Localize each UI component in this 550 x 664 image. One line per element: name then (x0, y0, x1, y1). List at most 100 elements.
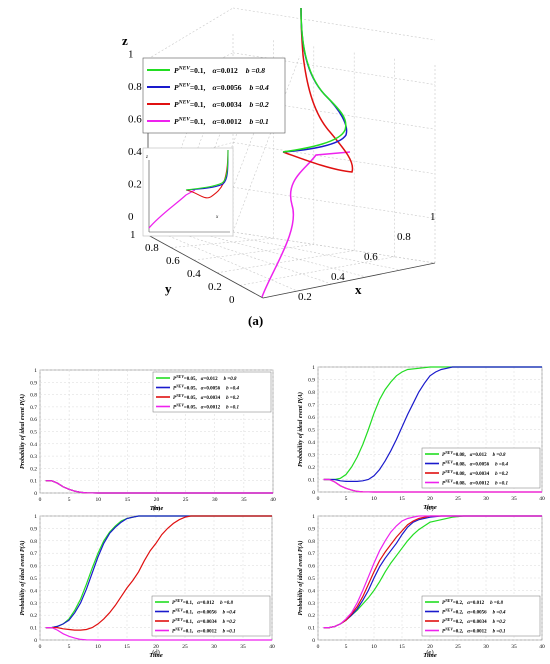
y-tick-label: 0 (34, 638, 37, 644)
legend-p-value: =0.08, (453, 463, 467, 468)
y-tick-label: 0.6 (166, 255, 180, 267)
y-tick-label: 0 (312, 638, 315, 644)
x-tick-label: 30 (483, 496, 489, 502)
legend-alpha-symbol: α (467, 601, 470, 606)
y-tick-label: 0.2 (30, 613, 37, 619)
trajectory-line (282, 7, 347, 153)
legend-b-value: b =0.1 (223, 630, 236, 635)
x-tick-label: 35 (511, 644, 517, 650)
trajectory-line (261, 151, 351, 298)
y-tick-label: 1 (34, 514, 37, 520)
legend-label: PNEV=0.08, α=0.0056 b =0.4 (442, 460, 508, 467)
inset-frame (142, 147, 234, 237)
y-tick-label: 0.9 (30, 526, 37, 532)
inset-trajectory (185, 149, 229, 191)
legend-label: PNEV=0.08, α=0.012 b =0.8 (442, 451, 506, 458)
x-tick-label: 0.6 (364, 251, 378, 263)
legend-alpha-value: =0.0012 (200, 630, 217, 635)
legend-p-superscript: NEV (444, 599, 453, 603)
legend-p-superscript: NEV (174, 627, 183, 631)
y-tick-label: 0.3 (308, 601, 315, 607)
legend-b-value: b =0.4 (493, 611, 506, 616)
legend-box (421, 447, 541, 489)
legend-label: PNEV=0.1, α=0.0056 b =0.4 (172, 608, 236, 615)
y-tick-label: 0 (34, 491, 37, 497)
series-line (323, 366, 542, 481)
y-tick-label: 0.8 (145, 242, 159, 254)
grid-line (215, 232, 401, 271)
z-axis-label: z (122, 33, 128, 48)
x-tick-label: 0 (39, 497, 42, 503)
legend-p-superscript: NEV (175, 394, 184, 398)
x-tick-label: 0 (317, 496, 320, 502)
legend-p-value: =0.2, (453, 630, 464, 635)
y-tick-label: 0.2 (308, 465, 315, 471)
legend-p-symbol: P (442, 453, 446, 458)
z-tick-label: 0.6 (128, 114, 142, 126)
legend-p-superscript: NEV (178, 83, 192, 89)
z-tick-label: 1 (128, 49, 134, 61)
y-tick-label: 0.7 (30, 551, 37, 557)
x-tick-label: 0 (39, 644, 42, 650)
y-tick-label: 0.5 (308, 428, 315, 434)
x-tick-label: 1 (430, 211, 436, 223)
y-tick-label: 0.4 (308, 440, 315, 446)
x-tick-label: 20 (154, 497, 160, 503)
legend-b-value: b =0.8 (220, 601, 233, 606)
legend-p-value: =0.1, (183, 620, 194, 625)
legend-label: PNEV=0.1, α=0.0012 b =0.1 (172, 627, 235, 634)
x-axis-label: Time (423, 652, 437, 659)
y-tick-label: 1 (312, 365, 315, 371)
y-tick-label: 0.4 (187, 268, 201, 280)
y-tick-label: 1 (130, 229, 136, 241)
y-tick-label: 0.8 (30, 539, 37, 545)
legend-alpha-value: =0.0034 (200, 620, 217, 625)
legend-p-superscript: NEV (178, 66, 192, 72)
legend-b-value: b =0.2 (250, 100, 270, 109)
y-tick-label: 0 (229, 294, 235, 306)
z-tick-label: 0.8 (128, 81, 142, 93)
legend-alpha-symbol: α (470, 453, 473, 458)
legend-alpha-value: =0.0056 (217, 83, 242, 92)
legend-alpha-value: =0.0034 (217, 100, 242, 109)
x-tick-label: 20 (427, 496, 433, 502)
legend-b-value: b =0.4 (495, 463, 508, 468)
grid-line (147, 7, 234, 60)
legend-label: PNEV=0.2, α=0.012 b =0.8 (442, 599, 503, 606)
legend-b-value: b =0.2 (226, 396, 239, 401)
y-tick-label: 0.5 (30, 430, 37, 436)
legend-label: PNEV=0.05, α=0.0034 b =0.2 (173, 394, 239, 401)
legend-p-symbol: P (173, 377, 177, 382)
legend-p-value: =0.1, (190, 100, 206, 109)
y-tick-label: 1 (312, 514, 315, 520)
y-axis-label: Probability of ideal event P(A) (297, 392, 304, 467)
y-axis-label: Probability of ideal event P(A) (19, 541, 26, 616)
legend-p-superscript: NEV (444, 451, 453, 455)
legend-alpha-value: =0.0056 (200, 611, 217, 616)
legend-p-symbol: P (174, 117, 179, 126)
x-axis-label: Time (150, 505, 164, 512)
y-tick-label: 0.6 (30, 417, 37, 423)
legend-b-value: b =0.2 (495, 472, 508, 477)
legend-alpha-value: =0.0012 (217, 117, 242, 126)
y-tick-label: 0.1 (30, 479, 37, 485)
y-tick-label: 0.9 (30, 380, 37, 386)
y-tick-label: 0.6 (308, 564, 315, 570)
series-line (45, 627, 272, 641)
x-axis-label: x (355, 282, 362, 297)
y-tick-label: 0.5 (308, 576, 315, 582)
legend-p-symbol: P (172, 620, 176, 625)
grid-line (232, 55, 301, 233)
legend-alpha-symbol: α (201, 377, 204, 382)
x-axis (262, 262, 436, 299)
y-tick-label: 0.8 (308, 539, 315, 545)
legend-p-symbol: P (172, 630, 176, 635)
legend-p-value: =0.1, (183, 630, 194, 635)
x-tick-label: 5 (68, 497, 71, 503)
x-tick-label: 40 (539, 496, 545, 502)
y-tick-label: 0.8 (30, 393, 37, 399)
legend-label: PNEV=0.08, α=0.0034 b =0.2 (442, 470, 508, 477)
x-tick-label: 35 (241, 497, 247, 503)
panel-a-label: (a) (248, 313, 263, 328)
y-tick-label: 0.1 (308, 626, 315, 632)
